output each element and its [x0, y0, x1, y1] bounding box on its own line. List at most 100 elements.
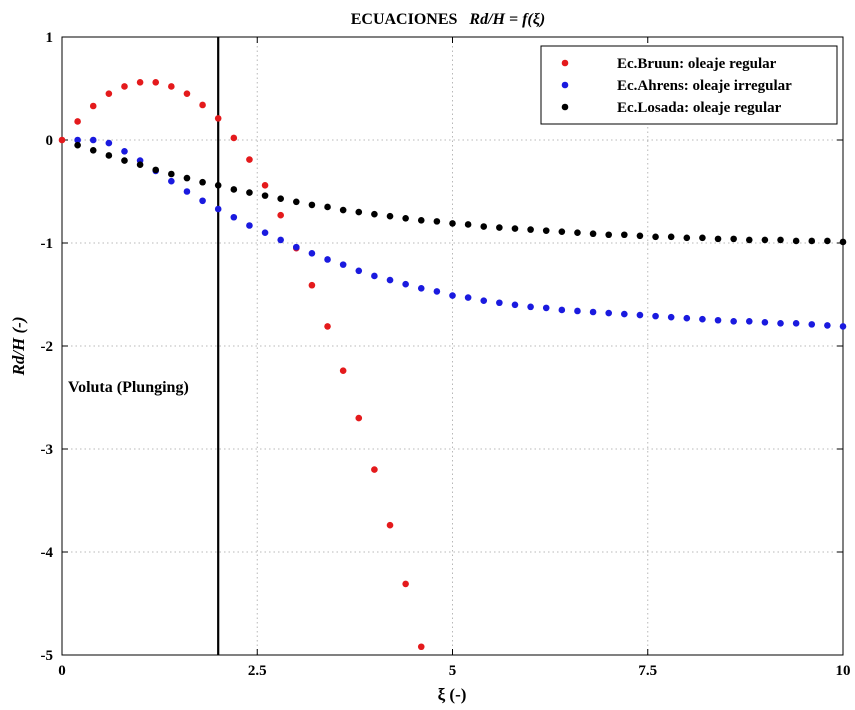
legend-marker	[561, 81, 569, 89]
data-point	[324, 203, 331, 211]
data-point	[480, 297, 488, 304]
data-point	[792, 237, 800, 245]
data-point	[496, 224, 503, 231]
data-point	[808, 237, 816, 245]
series-2	[74, 136, 847, 330]
data-point	[199, 101, 206, 109]
data-point	[824, 322, 831, 329]
legend-label: Ec.Losada: oleaje regular	[617, 100, 782, 116]
data-point	[714, 235, 722, 243]
data-point	[402, 280, 409, 288]
x-tick-label: 7.5	[638, 663, 657, 679]
data-point	[105, 90, 113, 97]
data-point	[183, 90, 191, 97]
data-point	[214, 115, 222, 122]
data-point	[417, 217, 425, 224]
data-point	[121, 148, 128, 155]
legend-marker	[561, 103, 569, 111]
chart-title-formula: Rd/H = f(ξ)	[468, 11, 545, 28]
data-point	[199, 197, 206, 205]
data-point	[371, 466, 378, 473]
data-point	[574, 307, 581, 315]
data-point	[652, 233, 659, 241]
x-tick-label: 2.5	[248, 663, 267, 679]
data-point	[589, 308, 597, 316]
data-point	[105, 152, 113, 159]
data-point	[527, 226, 534, 233]
data-point	[511, 225, 519, 232]
data-point	[214, 205, 222, 213]
data-point	[730, 235, 737, 243]
data-point	[339, 367, 347, 375]
data-point	[636, 311, 644, 319]
data-point	[183, 188, 191, 195]
data-point	[683, 234, 691, 242]
x-tick-label: 5	[449, 663, 457, 679]
data-point	[58, 136, 66, 144]
data-point	[293, 243, 300, 251]
data-point	[496, 299, 503, 307]
data-point	[168, 170, 175, 178]
data-point	[105, 139, 113, 147]
data-point	[464, 294, 472, 301]
data-point	[386, 212, 394, 220]
x-tick-label: 10	[836, 663, 851, 679]
data-point	[183, 174, 191, 182]
data-point	[308, 201, 316, 209]
legend: Ec.Bruun: oleaje regular Ec.Ahrens: oleaj…	[540, 45, 838, 125]
data-point	[745, 236, 753, 244]
data-point	[339, 261, 347, 268]
y-tick-label: -2	[41, 339, 54, 355]
data-point	[246, 222, 253, 229]
grid-lines	[62, 37, 843, 655]
data-point	[480, 223, 488, 230]
data-point	[246, 156, 253, 163]
data-point	[308, 281, 316, 289]
data-point	[121, 83, 128, 90]
data-point	[199, 178, 206, 186]
data-point	[277, 195, 284, 203]
y-tick-label: -1	[41, 236, 54, 252]
data-point	[89, 136, 97, 144]
data-point	[839, 323, 847, 330]
series-3	[74, 141, 847, 246]
data-point	[449, 292, 456, 299]
data-point	[542, 304, 550, 312]
data-point	[730, 317, 737, 325]
data-point	[792, 320, 800, 327]
data-point	[152, 166, 160, 174]
data-point	[230, 186, 238, 193]
data-point	[558, 306, 566, 314]
y-axis-label: Rd/H (-)	[9, 316, 28, 376]
data-point	[371, 210, 378, 218]
data-point	[621, 310, 628, 318]
data-point	[386, 521, 394, 529]
data-point	[89, 102, 97, 110]
data-point	[652, 312, 659, 320]
plunging-annotation: Voluta (Plunging)	[68, 379, 189, 396]
data-point	[558, 228, 566, 235]
data-point	[277, 236, 284, 244]
data-point	[74, 136, 81, 144]
data-point	[355, 414, 363, 422]
data-point	[339, 206, 347, 214]
data-point	[589, 230, 597, 238]
data-point	[464, 221, 472, 228]
data-point	[308, 250, 316, 257]
data-point	[699, 234, 706, 242]
data-point	[761, 236, 769, 244]
data-point	[168, 177, 175, 185]
legend-marker	[561, 59, 569, 67]
y-tick-label: -3	[41, 442, 54, 458]
data-point	[261, 192, 269, 199]
data-point	[511, 301, 519, 309]
data-point	[683, 314, 691, 322]
data-point	[777, 320, 784, 327]
y-tick-label: 0	[46, 133, 54, 149]
x-axis-label: ξ (-)	[438, 685, 467, 704]
data-point	[621, 231, 628, 239]
data-point	[246, 189, 253, 196]
y-tick-label: -4	[41, 545, 54, 561]
